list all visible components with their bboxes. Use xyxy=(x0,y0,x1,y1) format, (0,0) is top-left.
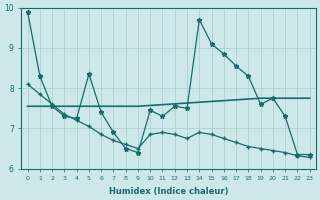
X-axis label: Humidex (Indice chaleur): Humidex (Indice chaleur) xyxy=(109,187,228,196)
